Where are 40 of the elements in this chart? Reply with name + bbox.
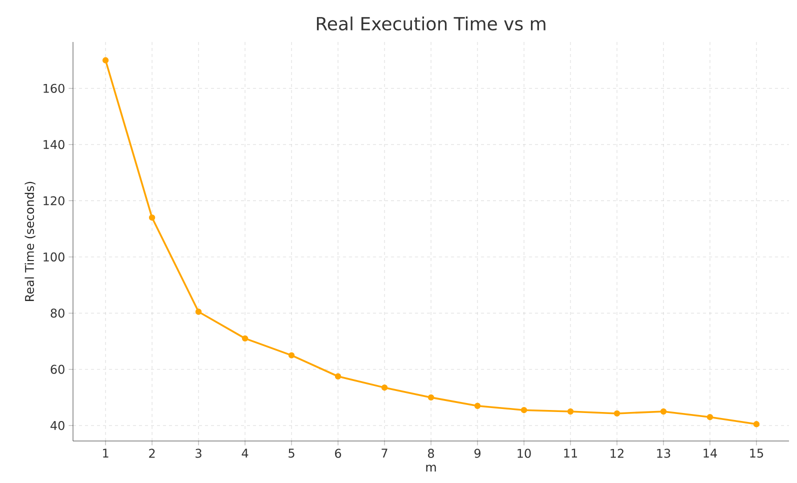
point [102, 57, 109, 64]
x-tick-label: 14 [704, 448, 717, 458]
x-tick-label: 9 [474, 448, 480, 458]
x-tick-label: 10 [518, 448, 531, 458]
x-tick-label: 15 [750, 448, 764, 458]
x-tick-label: 4 [242, 448, 248, 458]
y-tick-label: 100 [44, 252, 64, 262]
x-tick-label: 12 [610, 448, 624, 458]
x-axis-title: m [426, 464, 436, 472]
x-tick-label: 8 [428, 448, 434, 458]
x-tick-label: 5 [288, 448, 294, 458]
y-tick-label: 160 [44, 84, 64, 93]
point [753, 421, 760, 428]
x-tick-label: 6 [335, 448, 342, 458]
point [520, 406, 528, 414]
y-tick-label: 80 [50, 308, 64, 318]
x-tick-label: 2 [149, 448, 155, 458]
chart-title: Real Execution Time vs m [316, 16, 546, 30]
point [242, 335, 248, 342]
point [567, 408, 574, 415]
y-axis-title: Real Time (seconds) [24, 182, 36, 301]
x-tick-label: 3 [196, 448, 202, 458]
point [288, 352, 295, 358]
point [195, 308, 202, 315]
point [381, 384, 388, 391]
y-tick-label: 120 [44, 196, 64, 206]
x-tick-label: 7 [382, 448, 388, 458]
y-tick-label: 140 [44, 140, 64, 150]
point [660, 408, 667, 415]
point [428, 394, 434, 401]
x-tick-label: 13 [657, 448, 670, 458]
point [706, 414, 714, 420]
point [148, 214, 156, 221]
point [474, 402, 481, 409]
point [614, 410, 620, 417]
point [334, 373, 342, 380]
y-tick-label: 60 [50, 364, 64, 374]
x-tick-label: 11 [564, 448, 578, 458]
x-tick-label: 1 [103, 448, 108, 458]
y-tick-label: 40 [50, 421, 64, 430]
